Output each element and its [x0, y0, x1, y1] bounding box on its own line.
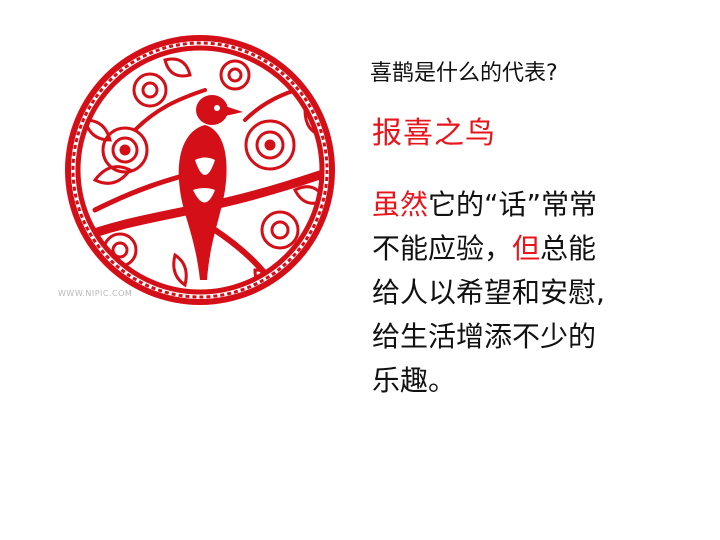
paragraph-line-5: 乐趣。: [372, 364, 457, 397]
highlight-word: 虽然: [372, 188, 429, 221]
line-text: 不能应验，: [372, 232, 513, 265]
paragraph-line-3: 给人以希望和安慰,: [372, 276, 605, 309]
magpie-papercut-image: [55, 30, 345, 310]
explanation-paragraph: 虽然它的“话”常常 不能应验，但总能 给人以希望和安慰, 给生活增添不少的 乐趣…: [372, 183, 717, 403]
line-text: 它的“话”常常: [428, 188, 598, 221]
line-text: 总能: [540, 232, 597, 265]
paragraph-line-4: 给生活增添不少的: [372, 320, 597, 353]
highlight-word: 但: [512, 232, 541, 265]
watermark-text: WWW.NIPIC.COM: [58, 289, 133, 298]
magpie-papercut-icon: [65, 35, 335, 305]
question-heading: 喜鹊是什么的代表?: [370, 61, 558, 86]
paragraph-line-2: 不能应验，但总能: [372, 227, 717, 271]
paragraph-line-1: 虽然它的“话”常常: [372, 183, 717, 227]
answer-text: 报喜之鸟: [372, 116, 496, 151]
